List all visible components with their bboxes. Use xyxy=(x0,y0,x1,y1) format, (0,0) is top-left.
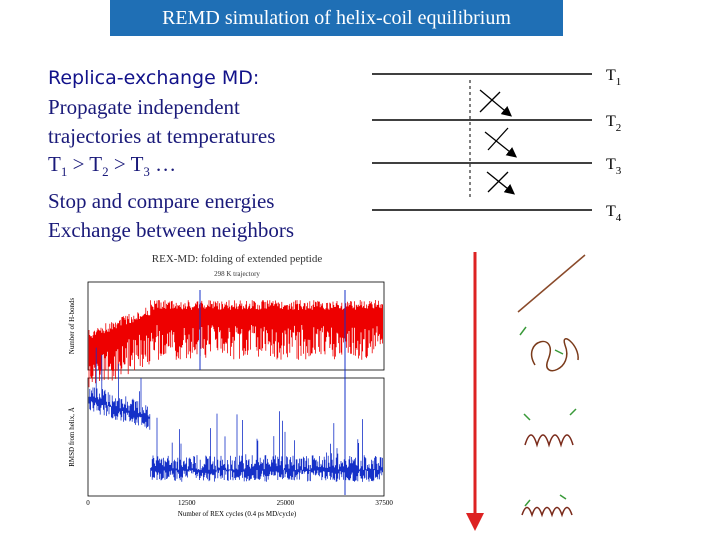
y-label: Number of H-bonds xyxy=(68,298,76,355)
temperature-lines xyxy=(372,73,592,211)
temperature-label: T1 xyxy=(606,67,621,88)
text-block: Replica-exchange MD: Propagate independe… xyxy=(48,64,294,245)
x-tick-label: 12500 xyxy=(178,499,196,507)
x-tick-label: 37500 xyxy=(375,499,393,507)
x-label: Number of REX cycles (0.4 ps MD/cycle) xyxy=(178,510,297,518)
plot-title: REX-MD: folding of extended peptide xyxy=(152,253,323,265)
trace-rmsd xyxy=(88,347,383,482)
ineq-part: T xyxy=(48,152,61,177)
x-tick-label: 25000 xyxy=(277,499,295,507)
exchanges xyxy=(479,89,518,195)
subscript: 3 xyxy=(143,164,150,180)
x-tick-label: 0 xyxy=(86,499,90,507)
title: REMD simulation of helix-coil equilibriu… xyxy=(110,0,563,36)
trace-hbonds xyxy=(88,300,383,388)
y-label: RMSD from helix, Å xyxy=(68,407,76,467)
temperature-label: T3 xyxy=(606,156,622,177)
temp-base: T xyxy=(606,156,616,173)
subscript: 1 xyxy=(60,164,68,180)
ineq-part: … xyxy=(149,152,177,177)
molecules xyxy=(517,254,586,518)
line: Exchange between neighbors xyxy=(48,218,295,243)
line: Stop and compare energies xyxy=(48,189,275,214)
temperature-label: T4 xyxy=(606,203,622,224)
temp-sub: 4 xyxy=(616,212,622,224)
plot-subtitle: 298 K trajectory xyxy=(214,270,260,278)
temp-base: T xyxy=(606,113,616,130)
temp-base: T xyxy=(606,67,616,84)
ineq-part: > T xyxy=(67,152,103,177)
heading: Replica-exchange MD: xyxy=(48,67,260,89)
temp-sub: 1 xyxy=(616,76,622,88)
temp-sub: 3 xyxy=(616,165,622,177)
temp-sub: 2 xyxy=(616,122,622,134)
temp-base: T xyxy=(606,203,616,220)
temperature-label: T2 xyxy=(606,113,621,134)
subscript: 2 xyxy=(102,164,109,180)
inequality: T1 > T2 > T3 … xyxy=(48,150,294,187)
line: Propagate independent xyxy=(48,94,240,119)
line: trajectories at temperatures xyxy=(48,123,276,148)
plot: REX-MD: folding of extended peptide 298 K… xyxy=(68,253,393,518)
ineq-part: > T xyxy=(108,152,144,177)
